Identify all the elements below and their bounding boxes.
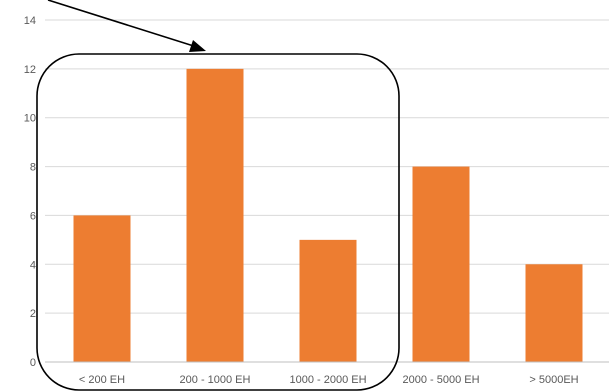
annotation-arrow-line [47,0,201,49]
x-tick-label: > 5000EH [529,374,578,386]
y-tick-label: 10 [24,113,36,125]
annotation-arrow-head [189,40,206,52]
bar [299,239,357,362]
highlight-rounded-rectangle [36,53,400,391]
bar [186,68,244,362]
y-tick-label: 8 [30,162,36,174]
bar [73,215,131,362]
bars [73,68,583,362]
y-tick-label: 2 [30,308,36,320]
x-axis-tick-labels: < 200 EH 200 - 1000 EH 1000 - 2000 EH 2000 … [79,374,579,386]
y-axis-tick-labels: 0 2 4 6 8 10 12 14 [24,15,36,369]
y-tick-label: 6 [30,210,36,222]
bar [525,264,583,362]
y-tick-label: 12 [24,64,36,76]
bar [412,166,470,362]
x-tick-label: 2000 - 5000 EH [402,374,479,386]
gridlines [45,19,609,314]
y-tick-label: 0 [30,357,36,369]
x-tick-label: 1000 - 2000 EH [289,374,366,386]
y-tick-label: 4 [30,259,36,271]
y-tick-label: 14 [24,15,36,27]
x-tick-label: 200 - 1000 EH [180,374,251,386]
x-tick-label: < 200 EH [79,374,125,386]
